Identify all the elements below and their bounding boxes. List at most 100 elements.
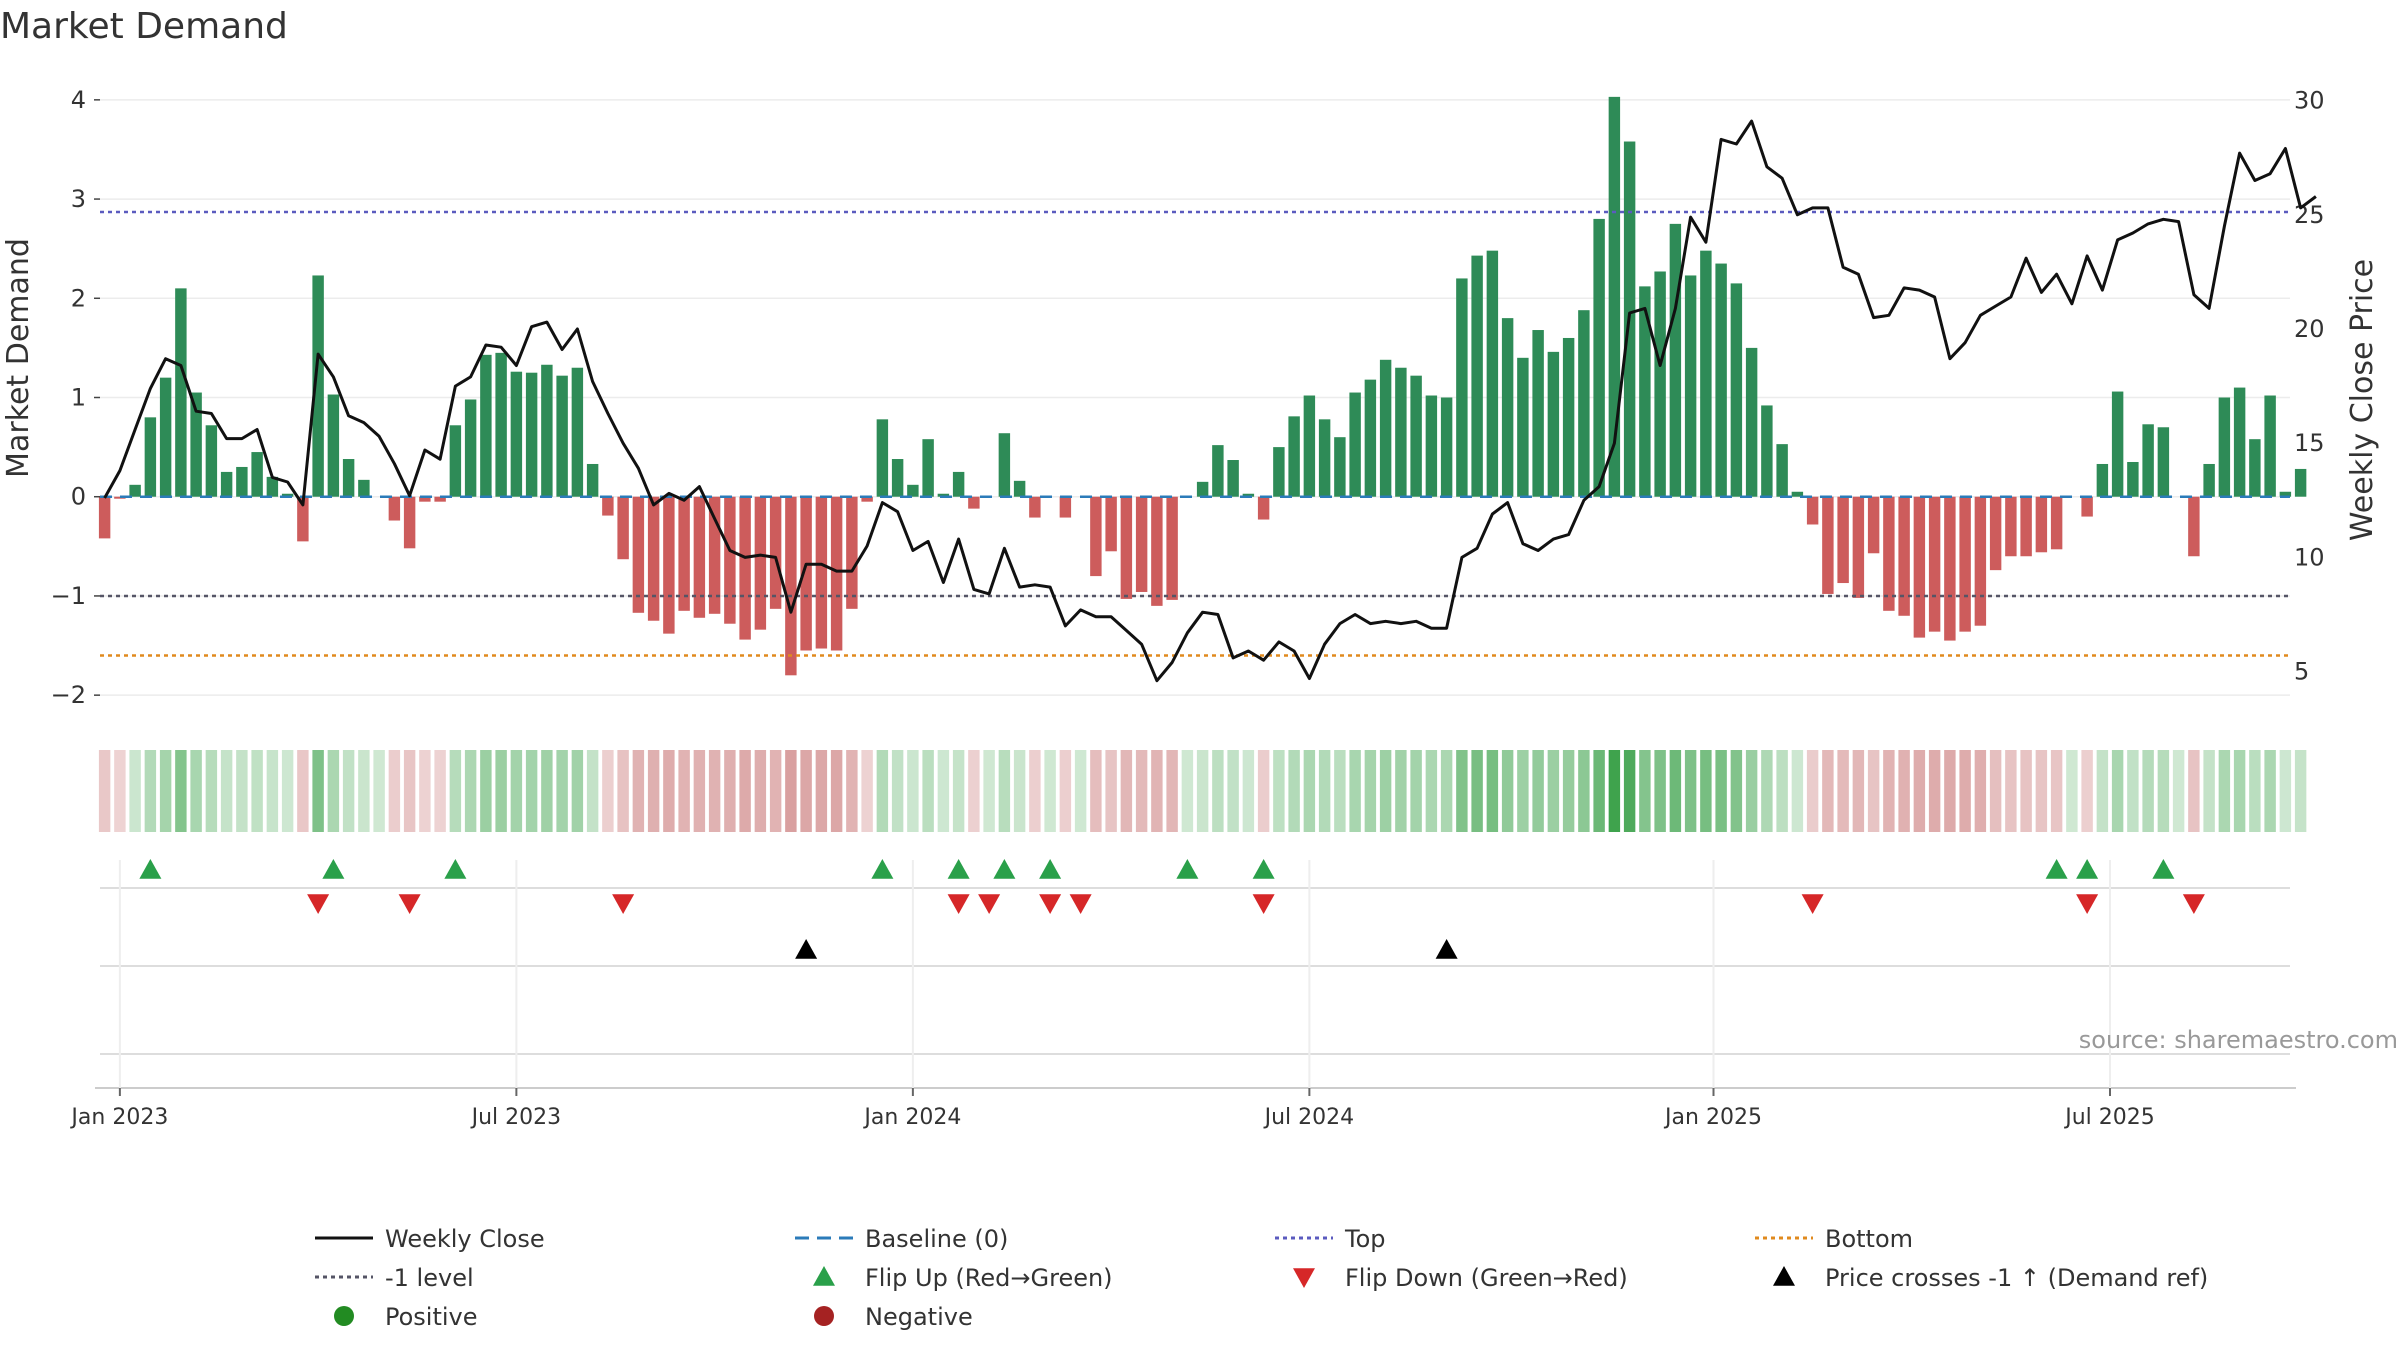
heat-cell [1944, 750, 1956, 832]
demand-bar [1517, 357, 1529, 497]
heat-cell [1364, 750, 1377, 832]
demand-bar [525, 372, 538, 497]
demand-bar [1440, 397, 1453, 497]
legend-swatch [334, 1306, 354, 1326]
heat-cell [663, 750, 675, 832]
cross-up-marker [795, 939, 818, 959]
demand-bar [2096, 463, 2109, 497]
demand-bar [1196, 481, 1209, 497]
demand-bar [2203, 463, 2215, 497]
x-tick-label: Jul 2023 [470, 1105, 562, 1130]
heat-cell [1867, 750, 1880, 832]
legend-label: Baseline (0) [865, 1225, 1008, 1253]
demand-bar [2127, 461, 2139, 497]
heat-cell [1059, 750, 1072, 832]
cross-up-marker [1435, 939, 1458, 959]
legend-item: Flip Down (Green→Red) [1293, 1264, 1628, 1292]
demand-bar [1776, 444, 1788, 497]
demand-bar [1928, 496, 1941, 632]
heat-cell [1227, 750, 1239, 832]
demand-bar [1669, 223, 1682, 497]
heat-cell [556, 750, 568, 832]
demand-bar [312, 275, 324, 497]
legend-item: Flip Up (Red→Green) [813, 1264, 1113, 1292]
flip-up-marker [871, 859, 894, 879]
heat-cell [1913, 750, 1926, 832]
heat-cell [1120, 750, 1133, 832]
heat-cell [495, 750, 507, 832]
demand-bar [586, 463, 599, 497]
demand-bar [129, 484, 141, 497]
heat-cell [1974, 750, 1987, 832]
chart-title: Market Demand [0, 6, 288, 47]
right-axis-title: Weekly Close Price [2345, 259, 2380, 541]
demand-bar [617, 496, 629, 560]
heat-cell [1151, 750, 1163, 832]
heat-cell [1303, 750, 1316, 832]
x-tick-label: Jul 2025 [2063, 1105, 2155, 1130]
heat-cell [159, 750, 172, 832]
heat-cell [830, 750, 843, 832]
heat-cell [2188, 750, 2200, 832]
y2-tick-label: 10 [2294, 543, 2325, 571]
demand-bar [1547, 351, 1560, 497]
flip-down-marker [2182, 894, 2205, 914]
heat-cell [1700, 750, 1712, 832]
demand-bar [449, 425, 462, 497]
heat-cell [1547, 750, 1560, 832]
flip-down-marker [2076, 894, 2099, 914]
heat-cell [998, 750, 1011, 832]
flip-down-marker [1069, 894, 1092, 914]
legend-swatch [813, 1266, 835, 1286]
y-tick-label: −2 [51, 681, 86, 709]
heat-cell [1181, 750, 1194, 832]
heat-cell [297, 750, 309, 832]
heat-cell [2203, 750, 2215, 832]
demand-bar [434, 496, 446, 502]
demand-bar [739, 496, 751, 640]
demand-bar [647, 496, 660, 621]
heat-cell [1105, 750, 1117, 832]
heat-cell [1379, 750, 1392, 832]
demand-bar [510, 371, 523, 497]
demand-bar [2005, 496, 2017, 557]
heat-cell [617, 750, 629, 832]
demand-bar [724, 496, 736, 624]
demand-bar [1425, 395, 1438, 497]
heat-cell [876, 750, 889, 832]
heat-cell [800, 750, 812, 832]
heat-cell [1166, 750, 1178, 832]
flip-up-marker [2045, 859, 2068, 879]
y2-tick-label: 30 [2294, 87, 2325, 115]
demand-bar [1227, 460, 1239, 497]
legend-label: Top [1344, 1225, 1386, 1253]
demand-bar [1822, 496, 1834, 594]
demand-heat-strip [98, 750, 2307, 832]
demand-bar [876, 419, 889, 497]
demand-bar [556, 375, 568, 497]
demand-bar [815, 496, 828, 649]
heat-cell [2218, 750, 2231, 832]
y-tick-label: 1 [71, 384, 86, 412]
flip-markers [100, 859, 2290, 1055]
demand-bar [1761, 405, 1773, 497]
demand-bar [2279, 491, 2292, 497]
legend-label: Weekly Close [385, 1225, 545, 1253]
demand-bar [1288, 416, 1300, 497]
legend-item: Bottom [1755, 1225, 1913, 1253]
demand-bar [114, 496, 126, 499]
demand-bar [952, 471, 965, 497]
flip-up-marker [139, 859, 162, 879]
demand-bar [159, 377, 172, 497]
heat-cell [678, 750, 690, 832]
heat-cell [2005, 750, 2017, 832]
demand-bar [632, 496, 645, 613]
heat-cell [144, 750, 157, 832]
heat-cell [1395, 750, 1407, 832]
heat-cell [1608, 750, 1621, 832]
demand-bar [2294, 468, 2307, 497]
x-tick-label: Jan 2023 [69, 1105, 168, 1130]
heat-cell [1456, 750, 1468, 832]
heat-cell [1440, 750, 1453, 832]
demand-bar [403, 496, 416, 549]
